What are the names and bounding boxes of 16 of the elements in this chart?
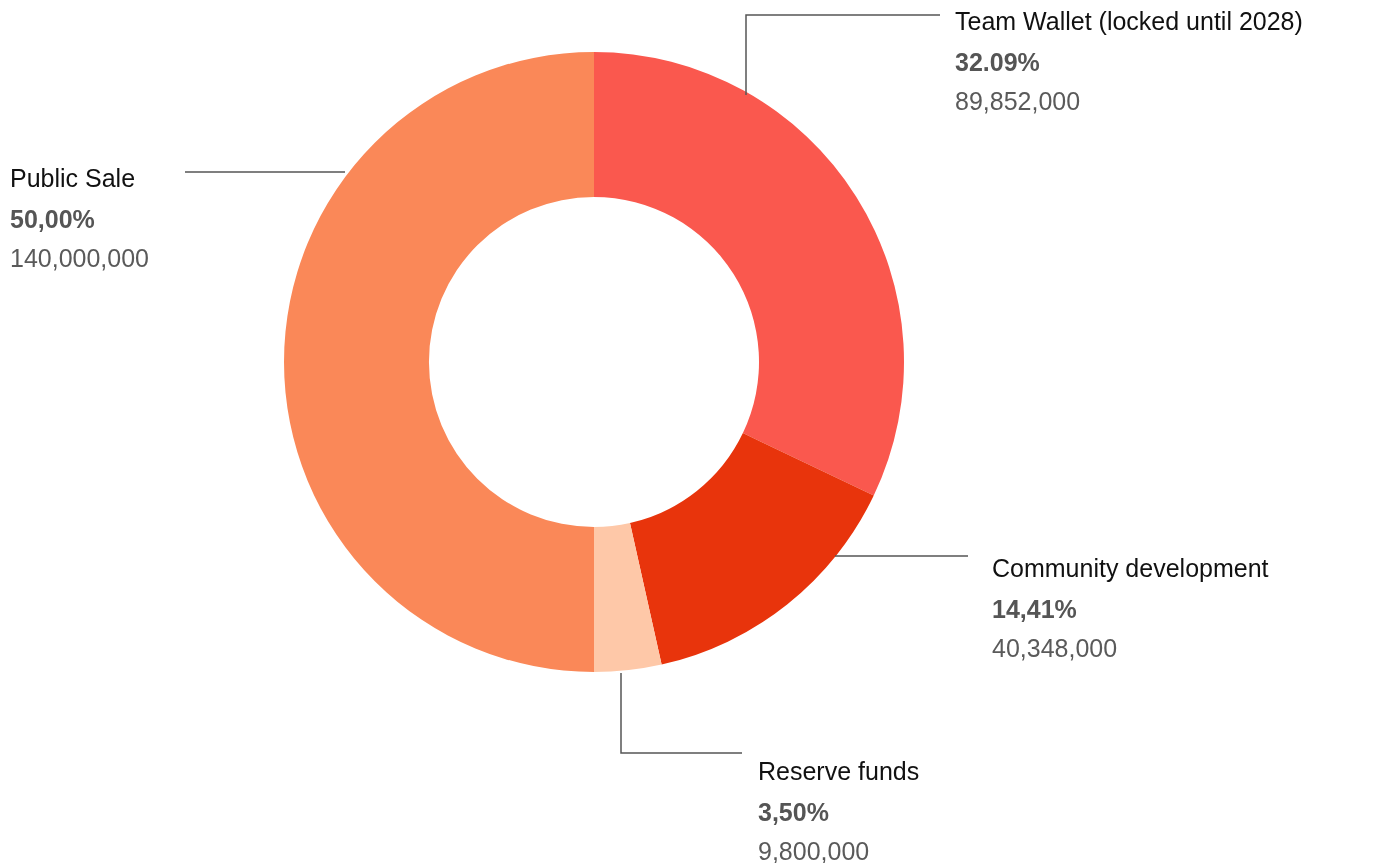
slice-label: Community development [992,554,1269,582]
text: 140,000,000 [10,244,150,272]
text: 89,852,000 [955,87,1081,115]
text: 40,348,000 [992,634,1118,662]
slice-label: Public Sale [10,164,136,192]
donut-slice [629,433,874,665]
slice-label: Reserve funds [758,757,920,785]
data-label: 50,00% [10,205,95,233]
donut-slice [594,52,904,496]
data-label: 14,41% [992,595,1077,623]
data-label: 32.09% [955,48,1040,76]
slice-label: Team Wallet (locked until 2028) [955,7,1303,35]
text: 9,800,000 [758,837,870,863]
data-label: 3,50% [758,798,829,826]
donut-slice [284,52,594,672]
donut-slice [594,523,662,672]
